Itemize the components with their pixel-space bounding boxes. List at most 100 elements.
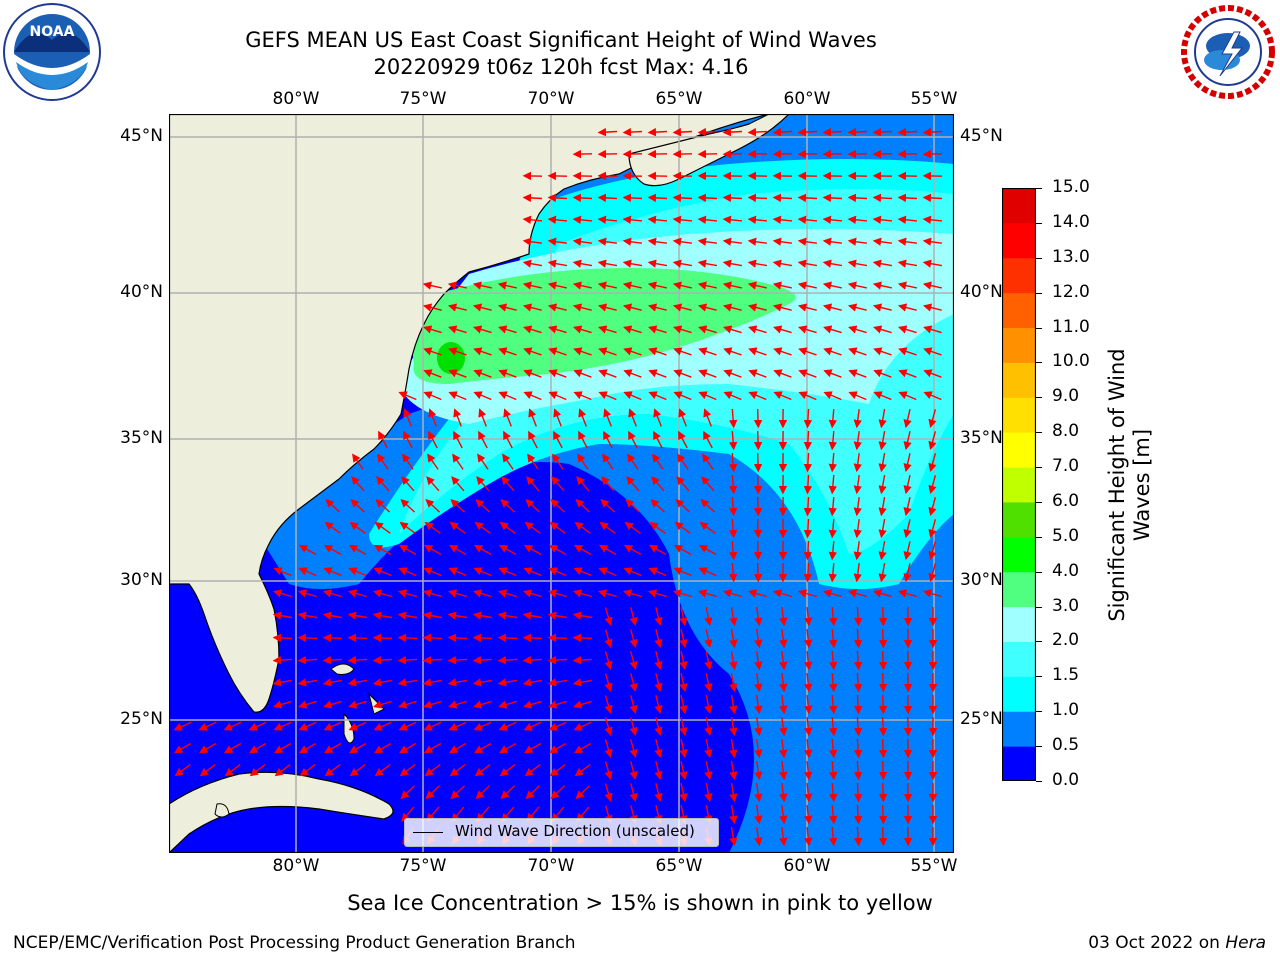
wave-direction-arrow — [377, 453, 389, 470]
wave-direction-arrow — [425, 498, 441, 513]
wave-direction-arrow — [853, 453, 862, 473]
wave-direction-arrow — [497, 303, 517, 312]
wave-direction-arrow — [573, 700, 592, 709]
wave-direction-arrow — [928, 431, 937, 451]
wave-direction-arrow — [498, 325, 517, 334]
wave-direction-arrow — [748, 325, 767, 334]
wave-direction-arrow — [654, 761, 663, 781]
wave-direction-arrow — [898, 369, 917, 378]
wave-direction-arrow — [497, 655, 518, 665]
wave-direction-arrow — [323, 742, 342, 754]
wave-direction-arrow — [804, 805, 813, 825]
wave-direction-arrow — [522, 611, 543, 620]
wave-direction-arrow — [903, 541, 912, 561]
wave-direction-arrow — [399, 764, 416, 777]
wave-direction-arrow — [853, 738, 863, 759]
wave-direction-arrow — [423, 369, 442, 378]
wave-direction-arrow — [498, 700, 517, 709]
wave-direction-arrow — [422, 303, 442, 312]
wave-direction-arrow — [747, 215, 768, 224]
wave-direction-arrow — [647, 259, 668, 268]
lat-label-left-40n: 40°N — [120, 282, 163, 302]
wave-direction-arrow — [528, 408, 537, 427]
wave-direction-arrow — [572, 678, 593, 687]
wave-direction-arrow — [323, 567, 342, 577]
wave-direction-arrow — [677, 453, 689, 470]
wave-direction-arrow — [853, 541, 862, 561]
colorbar-tick-label: 4.0 — [1052, 560, 1080, 581]
wave-direction-arrow — [822, 127, 843, 137]
wave-direction-arrow — [853, 672, 863, 693]
wave-direction-arrow — [249, 764, 266, 777]
wave-direction-arrow — [497, 633, 518, 643]
colorbar-tick-mark — [1036, 676, 1042, 678]
colorbar-segment — [1002, 222, 1036, 259]
wave-direction-arrow — [548, 700, 567, 709]
wave-direction-arrow — [797, 127, 818, 137]
wave-direction-arrow — [398, 721, 417, 731]
wave-direction-arrow — [598, 391, 617, 401]
wave-direction-arrow — [447, 589, 467, 598]
wave-direction-arrow — [528, 430, 538, 449]
wave-direction-arrow — [672, 127, 693, 137]
wave-direction-arrow — [522, 259, 543, 268]
wave-direction-arrow — [524, 764, 541, 777]
wave-direction-arrow — [601, 476, 615, 492]
wave-direction-arrow — [423, 544, 442, 556]
wave-direction-arrow — [853, 760, 863, 781]
lon-label-bottom-70w: 70°W — [527, 856, 575, 876]
wave-direction-arrow — [376, 476, 390, 492]
wave-direction-arrow — [373, 567, 392, 577]
land-cuba — [169, 771, 394, 853]
colorbar-tick-label: 2.0 — [1052, 630, 1080, 651]
wave-direction-arrow — [772, 237, 792, 246]
wave-direction-arrow — [654, 739, 663, 759]
wave-direction-arrow — [828, 562, 838, 583]
wave-direction-arrow — [373, 721, 392, 731]
wave-direction-arrow — [847, 281, 867, 290]
wave-direction-arrow — [478, 408, 487, 427]
wave-direction-arrow — [804, 673, 813, 693]
wave-direction-arrow — [572, 589, 592, 598]
colorbar-tick-mark — [1036, 397, 1042, 399]
wave-direction-arrow — [297, 655, 318, 665]
wave-direction-arrow — [748, 369, 767, 378]
wave-direction-arrow — [754, 628, 763, 649]
wave-direction-arrow — [397, 678, 418, 687]
wave-direction-arrow — [499, 764, 516, 777]
wave-direction-arrow — [272, 633, 293, 643]
wave-direction-arrow — [722, 259, 743, 268]
wave-direction-arrow — [549, 764, 566, 777]
wave-direction-arrow — [903, 453, 912, 473]
wave-direction-arrow — [753, 408, 763, 429]
wave-direction-arrow — [522, 237, 542, 246]
wave-direction-arrow — [772, 259, 793, 268]
wave-direction-arrow — [297, 633, 318, 643]
wave-direction-arrow — [502, 453, 514, 470]
wave-direction-arrow — [574, 521, 591, 534]
wave-direction-arrow — [600, 498, 616, 513]
wave-direction-arrow — [573, 325, 592, 334]
wave-direction-arrow — [497, 281, 517, 290]
wave-direction-arrow — [547, 655, 568, 665]
wave-direction-arrow — [578, 430, 588, 449]
wave-direction-arrow — [448, 369, 467, 378]
wave-direction-arrow — [552, 453, 564, 470]
wave-direction-arrow — [853, 694, 863, 715]
wave-direction-arrow — [622, 127, 643, 137]
wave-direction-arrow — [872, 237, 892, 246]
wave-direction-arrow — [551, 476, 565, 492]
colorbar-segment — [1002, 746, 1036, 782]
wave-direction-arrow — [522, 193, 543, 203]
wave-direction-arrow — [597, 215, 618, 224]
wave-direction-arrow — [374, 521, 391, 534]
wave-direction-arrow — [322, 678, 343, 687]
wave-direction-arrow — [548, 567, 567, 577]
wave-direction-arrow — [274, 764, 291, 777]
wave-direction-arrow — [604, 695, 613, 714]
wave-direction-arrow — [903, 409, 912, 429]
wave-direction-arrow — [754, 672, 763, 693]
wave-direction-arrow — [828, 782, 838, 803]
wave-direction-arrow — [648, 325, 667, 334]
wave-direction-arrow — [523, 544, 542, 556]
